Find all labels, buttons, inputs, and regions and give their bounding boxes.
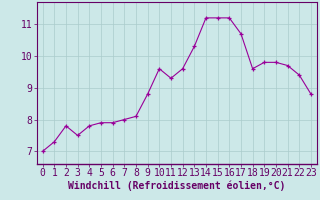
X-axis label: Windchill (Refroidissement éolien,°C): Windchill (Refroidissement éolien,°C) xyxy=(68,181,285,191)
